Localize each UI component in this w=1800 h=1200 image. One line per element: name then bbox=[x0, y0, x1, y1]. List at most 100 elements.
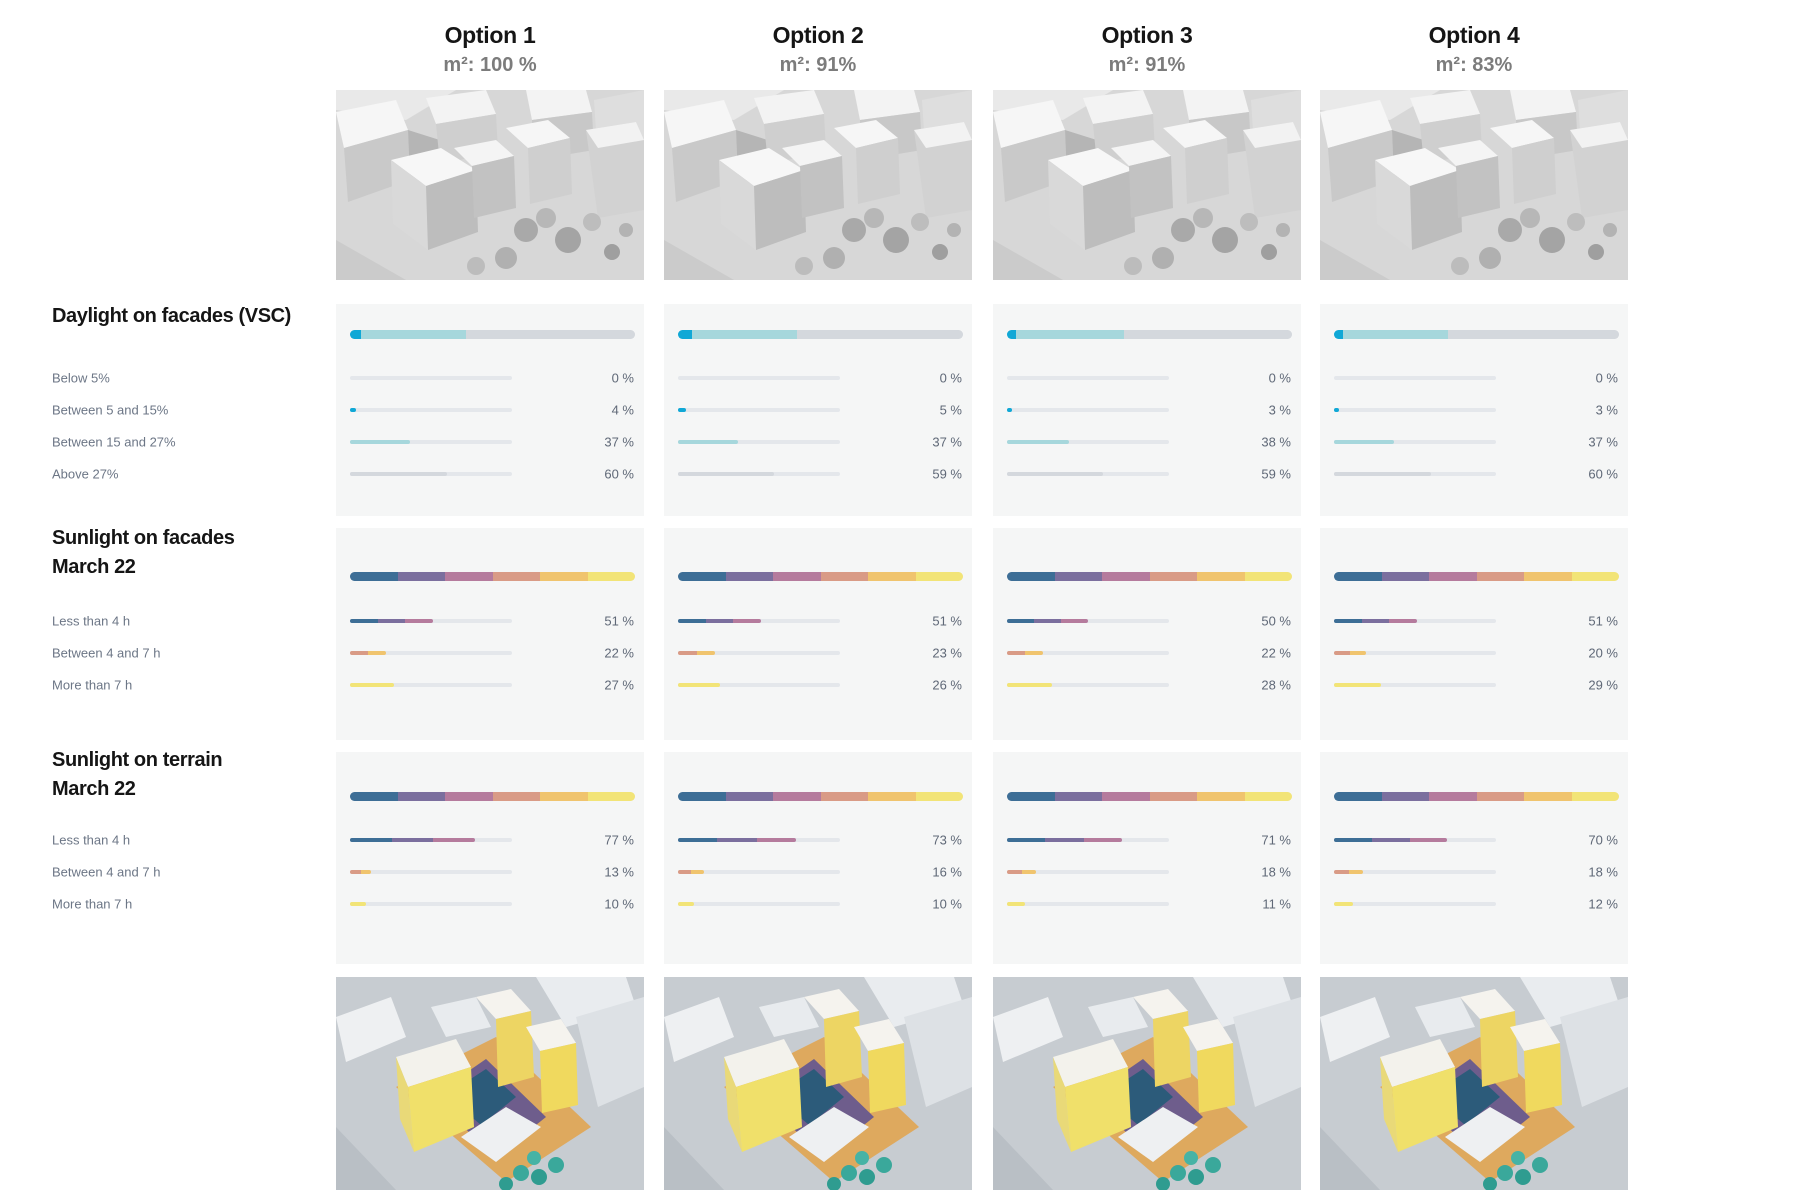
metric-percent: 0 % bbox=[1268, 370, 1291, 386]
metric-bar-track bbox=[1007, 683, 1169, 687]
metric-percent: 51 % bbox=[1588, 613, 1618, 629]
daylight-summary-bar bbox=[1334, 330, 1619, 339]
metric-percent: 16 % bbox=[932, 864, 962, 880]
fill-segment bbox=[678, 683, 721, 687]
metric-bar-track bbox=[1334, 902, 1496, 906]
fill-segment bbox=[1007, 870, 1022, 874]
metric-bar-track bbox=[1007, 619, 1169, 623]
ramp-segment bbox=[397, 572, 445, 581]
ramp-segment bbox=[587, 572, 635, 581]
ramp-segment bbox=[540, 572, 588, 581]
ramp-segment bbox=[445, 792, 493, 801]
fill-segment bbox=[1371, 838, 1410, 842]
fill-segment bbox=[1061, 619, 1088, 623]
metric-percent: 0 % bbox=[1595, 370, 1618, 386]
fill-segment bbox=[350, 902, 367, 906]
metric-percent: 5 % bbox=[939, 402, 962, 418]
metric-bar-track bbox=[1007, 651, 1169, 655]
sunlight-terrain-panel: 70 % 18 % 12 % bbox=[1320, 752, 1628, 964]
option-header: Option 3 m²: 91% bbox=[993, 22, 1301, 77]
metric-bar-fill bbox=[1007, 651, 1043, 655]
metric-bar-track bbox=[1334, 440, 1496, 444]
metric-bar-track bbox=[1007, 902, 1169, 906]
option-header: Option 4 m²: 83% bbox=[1320, 22, 1628, 77]
metric-percent: 23 % bbox=[932, 645, 962, 661]
metric-bar-fill bbox=[1334, 902, 1354, 906]
metric-percent: 59 % bbox=[932, 466, 962, 482]
metric-bar-fill bbox=[1334, 440, 1394, 444]
fill-segment bbox=[1034, 619, 1061, 623]
fill-segment bbox=[1334, 651, 1351, 655]
ramp-segment bbox=[725, 792, 773, 801]
metric-percent: 20 % bbox=[1588, 645, 1618, 661]
option-area-ratio: m²: 91% bbox=[1108, 54, 1186, 76]
fill-segment bbox=[405, 619, 433, 623]
fill-segment bbox=[1007, 651, 1025, 655]
fill-segment bbox=[367, 651, 386, 655]
metric-bar-fill bbox=[678, 683, 721, 687]
metric-bar-track bbox=[350, 870, 512, 874]
ramp-segment bbox=[1429, 572, 1477, 581]
option-title: Option 1 bbox=[444, 22, 536, 48]
metric-percent: 10 % bbox=[604, 896, 634, 912]
metric-bar-fill bbox=[1334, 683, 1381, 687]
fill-segment bbox=[705, 619, 734, 623]
metric-bar-track bbox=[678, 902, 840, 906]
sunlight-facades-panel: 51 % 23 % 26 % bbox=[664, 528, 972, 740]
option-area-ratio: m²: 100 % bbox=[443, 54, 537, 76]
fill-segment bbox=[678, 651, 697, 655]
sunlight-terrain-panel: 73 % 16 % 10 % bbox=[664, 752, 972, 964]
ramp-segment bbox=[1381, 792, 1429, 801]
ramp-segment bbox=[350, 572, 398, 581]
metric-bar-fill bbox=[1007, 472, 1103, 476]
fill-segment bbox=[678, 870, 691, 874]
metric-bar-track bbox=[350, 683, 512, 687]
ramp-segment bbox=[1571, 792, 1619, 801]
metric-percent: 51 % bbox=[932, 613, 962, 629]
daylight-summary-bar bbox=[1007, 330, 1292, 339]
metric-bar-fill bbox=[350, 683, 394, 687]
ramp-segment bbox=[678, 572, 726, 581]
sun-analysis-render bbox=[336, 977, 644, 1190]
segment-above-27 bbox=[465, 330, 635, 339]
section-title-date: March 22 bbox=[52, 778, 136, 800]
metric-percent: 10 % bbox=[932, 896, 962, 912]
metric-bar-fill bbox=[1334, 619, 1417, 623]
option-header: Option 2 m²: 91% bbox=[664, 22, 972, 77]
ramp-segment bbox=[1054, 572, 1102, 581]
metric-percent: 3 % bbox=[1268, 402, 1291, 418]
ramp-segment bbox=[350, 792, 398, 801]
ramp-segment bbox=[540, 792, 588, 801]
metric-percent: 26 % bbox=[932, 677, 962, 693]
sunlight-terrain-panel: 77 % 13 % 10 % bbox=[336, 752, 644, 964]
metric-percent: 18 % bbox=[1261, 864, 1291, 880]
row-label: More than 7 h bbox=[52, 677, 133, 693]
ramp-segment bbox=[1476, 572, 1524, 581]
metric-percent: 60 % bbox=[1588, 466, 1618, 482]
metric-bar-fill bbox=[678, 651, 716, 655]
ramp-segment bbox=[1524, 792, 1572, 801]
ramp-segment bbox=[915, 792, 963, 801]
daylight-panel: 0 % 3 % 37 % 60 % bbox=[1320, 304, 1628, 516]
ramp-segment bbox=[1149, 792, 1197, 801]
massing-render bbox=[664, 90, 972, 280]
metric-bar-fill bbox=[1007, 683, 1053, 687]
metric-percent: 11 % bbox=[1262, 896, 1291, 912]
metric-bar-track bbox=[1007, 376, 1169, 380]
metric-percent: 0 % bbox=[611, 370, 634, 386]
option-title: Option 4 bbox=[1428, 22, 1520, 48]
metric-bar-fill bbox=[1007, 619, 1088, 623]
ramp-segment bbox=[773, 792, 821, 801]
row-label: Less than 4 h bbox=[52, 832, 131, 848]
metric-bar-fill bbox=[678, 902, 695, 906]
row-label: Below 5% bbox=[52, 370, 110, 386]
metric-bar-fill bbox=[678, 870, 704, 874]
segment-5-15 bbox=[1007, 330, 1016, 339]
ramp-segment bbox=[1476, 792, 1524, 801]
metric-percent: 51 % bbox=[604, 613, 634, 629]
ramp-segment bbox=[1381, 572, 1429, 581]
massing-render bbox=[993, 90, 1301, 280]
hours-ramp-bar bbox=[1334, 792, 1619, 801]
metric-percent: 37 % bbox=[604, 434, 634, 450]
metric-bar-fill bbox=[1007, 408, 1012, 412]
